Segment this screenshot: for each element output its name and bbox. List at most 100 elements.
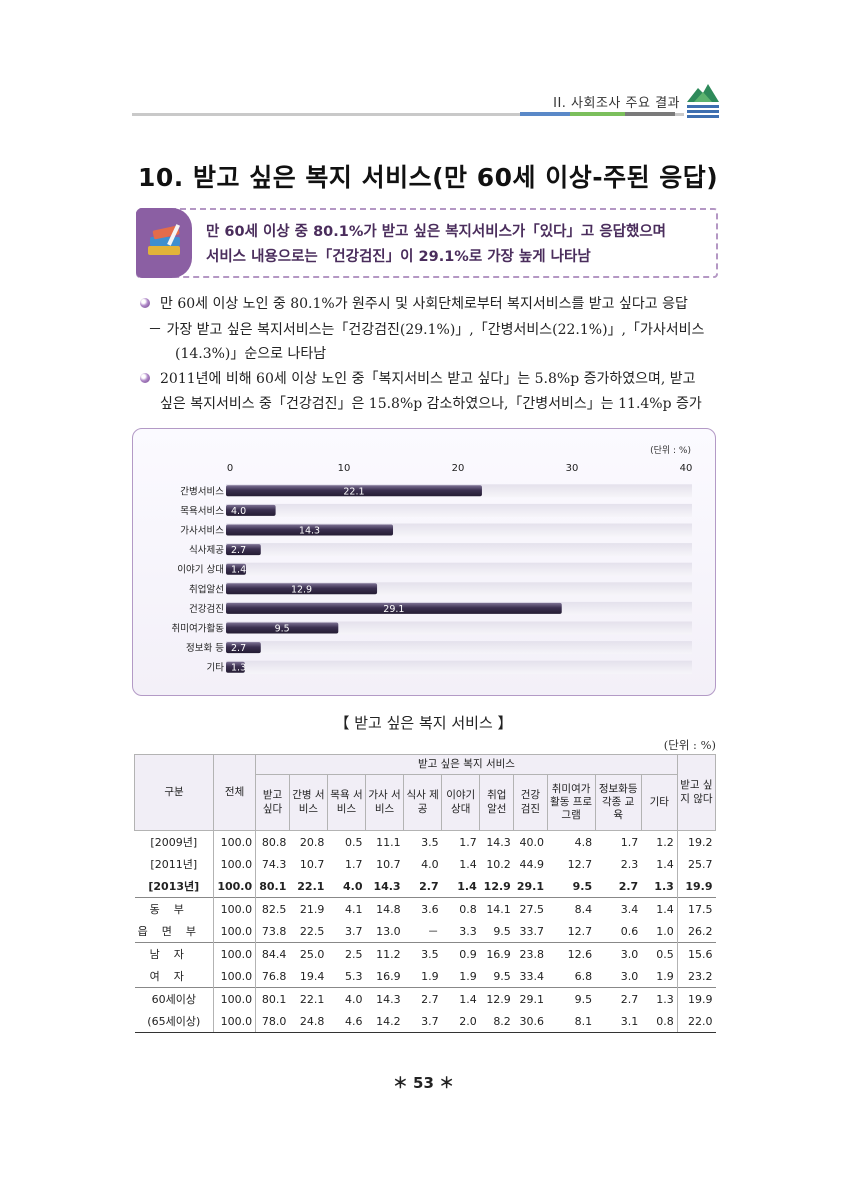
table-row: 읍면부 100.0 73.8 22.5 3.7 13.0 － 3.3 9.5 33.7 12.7 0.… [135,920,716,943]
chart-panel: (단위 : %) 0 10 20 30 40 간병서비스 22.1 목욕서비스 4.0 가사서비… [132,428,716,696]
table-cell: 12.9 [479,987,514,1010]
table-cell: 10.7 [376,857,401,871]
table-cell: 80.1 [255,987,290,1010]
table-cell: 16.9 [479,942,514,965]
table-cell: 3.5 [403,942,442,965]
header-service: 정보화등 각종 교육 [594,774,642,831]
bar-value-label: 1.4 [231,565,246,576]
table-cell: 9.5 [547,987,596,1010]
row-label: [2009년] [134,830,214,853]
table-cell: 1.4 [441,987,480,1010]
table-cell: 100.0 [213,830,256,853]
table-cell: 2.7 [419,879,439,893]
table-cell: 12.7 [567,857,593,871]
welfare-service-table: 구분 전체 받고 싶은 복지 서비스 받고 싶지 않다 받고 싶다 간병 서비스… [133,754,717,1033]
table-cell: 80.1 [255,875,290,898]
table-cell: 2.5 [327,942,366,965]
table-cell: 1.4 [641,897,678,920]
bar-value-label: 12.9 [291,584,312,595]
bar-chart: (단위 : %) 0 10 20 30 40 간병서비스 22.1 목욕서비스 4.0 가사서비… [172,445,693,674]
table-cell: 2.7 [403,987,442,1010]
table-cell: 8.2 [479,1010,514,1033]
table-cell: 8.4 [547,897,596,920]
header-service: 취미여가 활동 프로그램 [546,774,596,831]
bar-background [226,641,692,655]
table-cell: 100.0 [213,942,256,965]
table-cell: 23.8 [513,942,548,965]
category-label: 간병서비스 [180,486,224,497]
x-tick-label: 40 [680,463,693,474]
header-want: 받고 싶다 [255,774,290,831]
table-cell: 44.9 [519,857,545,871]
header-service: 취업 알선 [479,774,515,831]
category-label: 취업알선 [189,583,224,595]
bullet-icon [140,373,150,383]
bar-background [226,660,692,674]
header-stripe-green [570,112,625,116]
table-cell: 30.6 [513,1010,548,1033]
row-label: (65세이상) [134,1010,214,1033]
bar-value-label: 4.0 [231,506,246,517]
body-paragraph-2-line-1: 2011년에 비해 60세 이상 노인 중「복지서비스 받고 싶다」는 5.8%… [160,371,696,387]
table-row: (65세이상) 100.0 78.0 24.8 4.6 14.2 3.7 2.0 8.2 30.6… [134,1010,716,1033]
bar-value-label: 14.3 [299,526,320,537]
table-cell: 100.0 [213,920,256,943]
table-row: 남자 100.0 84.4 25.0 2.5 11.2 3.5 0.9 16.9 23.8 12.6… [134,942,716,965]
category-label: 식사제공 [189,545,224,556]
table-cell: 12.9 [483,879,511,893]
table-cell: 4.6 [327,1010,366,1033]
header-group: 구분 [133,754,215,831]
table-cell: 100.0 [213,965,256,988]
table-cell: 8.1 [547,1010,596,1033]
row-label: 남자 [134,942,214,965]
table-cell: 1.3 [641,987,678,1010]
table-cell: 20.8 [289,830,328,853]
table-cell: 13.0 [376,924,401,938]
body-sub-line-2: (14.3%)」순으로 나타남 [175,346,327,362]
table-cell: 12.7 [567,924,593,938]
table-cell: 40.0 [513,830,548,853]
table-cell: 11.2 [365,942,404,965]
table-cell: 2.0 [441,1010,480,1033]
bar-background [226,543,692,557]
table-cell: 100.0 [213,853,256,875]
table-cell: 5.3 [345,969,363,983]
table-cell: 3.0 [620,969,639,983]
table-cell: 2.7 [618,879,639,893]
table-cell: 22.1 [289,987,328,1010]
header-service: 이야기 상대 [441,774,481,831]
row-label: 읍면부 [137,925,210,938]
x-tick-label: 20 [452,463,465,474]
bar [226,583,378,595]
table-cell: 1.7 [441,830,480,853]
table-cell: 1.9 [421,969,439,983]
header-service: 식사 제공 [403,774,443,831]
table-cell: 82.5 [255,897,290,920]
table-cell: 1.4 [656,857,674,871]
bar [226,485,482,497]
bar [226,661,245,673]
table-cell: 9.5 [572,879,593,893]
bar-value-label: 22.1 [343,486,364,497]
table-cell: 22.5 [299,924,325,938]
table-cell: 10.2 [486,857,511,871]
bar-background [226,621,692,635]
table-cell: 100.0 [213,987,256,1010]
table-cell: 11.1 [365,830,404,853]
table-row: [2009년] 100.0 80.8 20.8 0.5 11.1 3.5 1.7 14.3 40.… [134,830,716,853]
table-cell: 14.3 [479,830,514,853]
table-row: 60세이상 100.0 80.1 22.1 4.0 14.3 2.7 1.4 12.9 29.1 9… [134,987,716,1010]
table-caption: 【 받고 싶은 복지 서비스 】 [334,714,513,732]
table-cell: 12.6 [547,942,596,965]
header-service: 기타 [640,774,678,831]
table-cell: 2.7 [595,987,642,1010]
section-header: II. 사회조사 주요 결과 [553,96,680,111]
header-not-want: 받고 싶지 않다 [676,754,717,831]
bar-value-label: 1.3 [231,663,246,674]
table-cell: 100.0 [213,875,256,898]
mountain-logo-icon [687,84,719,118]
header-stripe-blue [520,112,570,116]
header-rule [132,113,684,116]
table-cell: 23.2 [676,965,716,988]
table-cell: 9.5 [493,924,511,938]
